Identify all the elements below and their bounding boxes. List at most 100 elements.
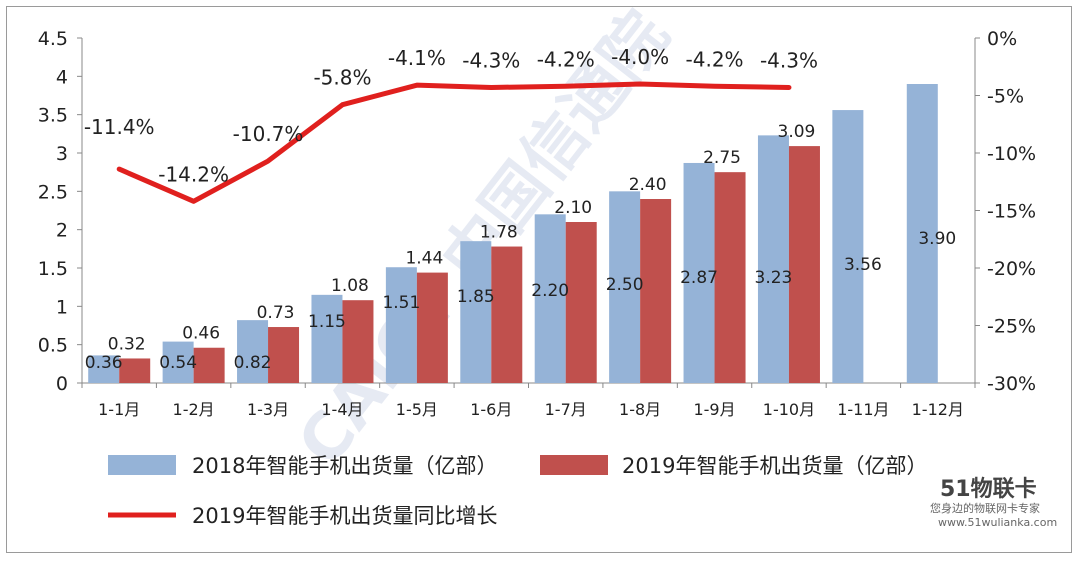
legend-label-growth: 2019年智能手机出货量同比增长 — [192, 504, 497, 528]
growth-label: -10.7% — [233, 122, 304, 146]
bar-2018 — [385, 267, 417, 383]
data-label-2018: 2.50 — [606, 275, 644, 295]
x-tick-label: 1-2月 — [173, 400, 215, 419]
x-tick-label: 1-7月 — [545, 400, 587, 419]
x-tick-label: 1-9月 — [693, 400, 735, 419]
y-left-tick-label: 4.5 — [38, 28, 68, 50]
y-right-tick-label: -10% — [987, 143, 1036, 165]
growth-label: -4.0% — [611, 45, 669, 69]
bar-2018 — [609, 191, 641, 383]
corner-logo-main: 51物联卡 — [940, 476, 1037, 502]
data-label-2019: 0.32 — [108, 334, 146, 354]
growth-label: -4.1% — [388, 46, 446, 70]
data-label-2019: 1.78 — [480, 223, 518, 243]
axes: 0 0.5 1 1.5 2 2.5 3 3.5 4 4.5 -30% -25% -20% -15% -10%… — [38, 28, 1036, 419]
x-tick-label: 1-11月 — [837, 400, 889, 419]
bar-2019 — [640, 199, 672, 383]
x-tick-label: 1-4月 — [321, 400, 363, 419]
x-tick-label: 1-6月 — [470, 400, 512, 419]
bar-2018 — [237, 320, 269, 383]
y-left-tick-label: 3 — [56, 143, 68, 165]
growth-label: -11.4% — [84, 115, 155, 139]
data-label-2018: 0.54 — [159, 353, 197, 373]
bar-2019 — [788, 146, 820, 383]
legend-swatch-2019 — [540, 455, 608, 475]
data-label-2019: 3.09 — [778, 122, 816, 142]
growth-label: -4.2% — [686, 47, 744, 71]
growth-line — [116, 81, 792, 204]
bar-2019 — [193, 347, 225, 383]
y-left-tick-label: 1 — [56, 296, 68, 318]
bar-2018 — [683, 162, 715, 383]
legend-label-2018: 2018年智能手机出货量（亿部） — [192, 454, 497, 478]
bar-2018 — [757, 135, 789, 383]
bar-2019 — [565, 222, 597, 383]
y-left-tick-label: 2 — [56, 220, 68, 242]
x-tick-label: 1-12月 — [912, 400, 964, 419]
x-tick-label: 1-1月 — [98, 400, 140, 419]
y-right-tick-label: -30% — [987, 373, 1036, 395]
y-left-tick-label: 2.5 — [38, 181, 68, 203]
growth-label: -4.3% — [462, 48, 520, 72]
data-label-2018: 0.82 — [234, 353, 272, 373]
x-tick-label: 1-5月 — [396, 400, 438, 419]
growth-label: -4.3% — [760, 48, 818, 72]
data-label-2019: 2.40 — [629, 175, 667, 195]
data-label-2019: 1.08 — [331, 276, 369, 296]
data-label-2019: 2.75 — [703, 148, 741, 168]
data-label-2018: 0.36 — [85, 353, 123, 373]
corner-logo-url: www.51wulianka.com — [938, 516, 1057, 529]
growth-label: -14.2% — [158, 162, 229, 186]
legend-swatch-2018 — [108, 455, 176, 475]
data-label-2019: 0.73 — [257, 303, 295, 323]
data-label-2018: 2.87 — [680, 268, 718, 288]
x-tick-label: 1-10月 — [763, 400, 815, 419]
data-labels: 0.36 0.54 0.82 1.15 1.51 1.85 2.20 2.50 2.87 3.23… — [84, 45, 956, 373]
data-label-2018: 2.20 — [531, 281, 569, 301]
data-label-2019: 2.10 — [554, 198, 592, 218]
legend: 2018年智能手机出货量（亿部） 2019年智能手机出货量（亿部） 2019年智… — [108, 454, 927, 528]
growth-label: -5.8% — [313, 66, 371, 90]
bar-2018 — [460, 241, 492, 383]
data-label-2019: 1.44 — [405, 249, 443, 269]
bar-2018 — [162, 341, 194, 383]
series-2019-bars — [119, 146, 820, 383]
corner-logo: 51物联卡 您身边的物联网卡专家 www.51wulianka.com — [930, 476, 1057, 529]
bar-2019 — [119, 358, 151, 383]
data-label-2019: 0.46 — [182, 324, 220, 344]
bar-2018 — [906, 84, 938, 383]
bar-2018 — [832, 110, 864, 384]
legend-label-2019: 2019年智能手机出货量（亿部） — [622, 454, 927, 478]
bar-2019 — [342, 300, 374, 383]
data-label-2018: 3.56 — [844, 255, 882, 275]
data-label-2018: 3.90 — [918, 229, 956, 249]
data-label-2018: 3.23 — [755, 268, 793, 288]
growth-label: -4.2% — [537, 47, 595, 71]
series-2018-bars — [88, 84, 938, 384]
data-label-2018: 1.85 — [457, 287, 495, 307]
bar-2019 — [714, 172, 746, 383]
data-label-2018: 1.15 — [308, 312, 346, 332]
bar-2018 — [311, 294, 343, 383]
data-label-2018: 1.51 — [382, 293, 420, 313]
x-tick-label: 1-3月 — [247, 400, 289, 419]
bar-2019 — [268, 327, 300, 383]
y-right-tick-label: -25% — [987, 316, 1036, 338]
bar-2018 — [88, 355, 120, 383]
y-right-tick-label: -5% — [987, 86, 1024, 108]
series-2019-growth-line — [116, 81, 792, 204]
bar-2019 — [491, 246, 523, 383]
x-tick-label: 1-8月 — [619, 400, 661, 419]
y-left-tick-label: 1.5 — [38, 258, 68, 280]
corner-logo-sub: 您身边的物联网卡专家 — [930, 501, 1040, 515]
bar-2018 — [534, 214, 566, 383]
y-right-tick-label: -15% — [987, 201, 1036, 223]
y-right-tick-label: -20% — [987, 258, 1036, 280]
y-left-tick-label: 4 — [56, 66, 68, 88]
bar-2019 — [416, 272, 448, 383]
y-left-tick-label: 0.5 — [38, 335, 68, 357]
y-left-tick-label: 0 — [56, 373, 68, 395]
y-left-tick-label: 3.5 — [38, 105, 68, 127]
y-right-tick-label: 0% — [987, 28, 1017, 50]
